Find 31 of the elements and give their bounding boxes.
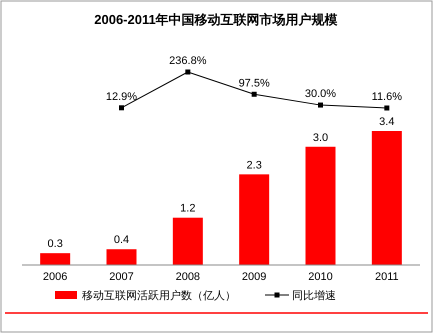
data-label: 0.3 — [48, 238, 63, 250]
data-label: 12.9% — [106, 90, 138, 103]
x-tick-label: 2006 — [42, 271, 68, 283]
bar — [172, 218, 203, 265]
bar — [372, 131, 402, 265]
point — [119, 105, 124, 110]
data-label: 3.0 — [312, 132, 328, 144]
data-label: 11.6% — [372, 91, 402, 103]
data-label: 30.0% — [304, 88, 336, 100]
legend-label: 移动互联网活跃用户数（亿人） — [82, 289, 236, 302]
legend-label: 同比增速 — [292, 289, 336, 302]
bar — [239, 174, 270, 265]
x-tick-label: 2011 — [375, 271, 399, 283]
data-label: 236.8% — [169, 55, 207, 67]
data-label: 0.4 — [114, 234, 130, 246]
point — [252, 92, 257, 97]
data-label: 1.2 — [180, 202, 196, 215]
data-label: 2.3 — [246, 159, 262, 172]
data-label: 97.5% — [238, 77, 270, 90]
point — [185, 70, 190, 74]
chart-title: 2006-2011年中国移动互联网市场用户规模 — [94, 12, 338, 27]
x-tick-label: 2009 — [242, 271, 266, 283]
x-tick-label: 2007 — [109, 271, 134, 283]
point — [384, 106, 390, 110]
bar — [106, 249, 136, 265]
data-label: 3.4 — [379, 116, 394, 128]
bar — [306, 146, 336, 265]
x-tick-label: 2008 — [176, 271, 200, 283]
bar — [40, 253, 70, 265]
point — [318, 102, 323, 108]
x-tick-label: 2010 — [308, 271, 333, 283]
